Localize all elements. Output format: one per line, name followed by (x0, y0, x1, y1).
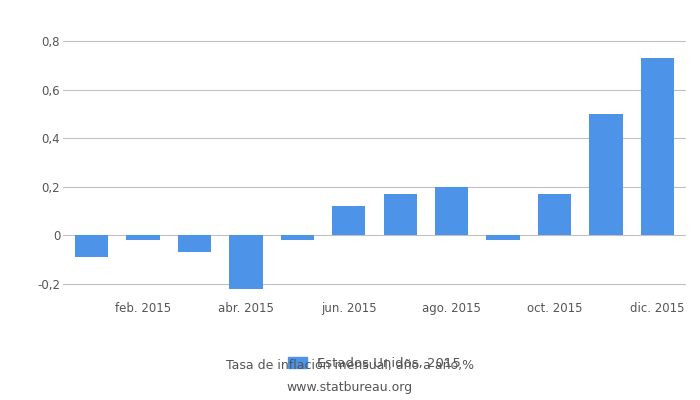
Bar (435, 187, 468, 235)
Bar (486, 235, 520, 240)
Text: Tasa de inflación mensual, año a año,%: Tasa de inflación mensual, año a año,% (226, 360, 474, 372)
Bar (384, 194, 417, 235)
Bar (641, 58, 674, 235)
Bar (332, 206, 365, 235)
Bar (126, 235, 160, 240)
Text: www.statbureau.org: www.statbureau.org (287, 382, 413, 394)
Bar (589, 114, 623, 235)
Bar (538, 194, 571, 235)
Bar (178, 235, 211, 252)
Bar (229, 235, 262, 289)
Bar (281, 235, 314, 240)
Bar (75, 235, 108, 257)
Legend: Estados Unidos, 2015: Estados Unidos, 2015 (288, 357, 461, 370)
